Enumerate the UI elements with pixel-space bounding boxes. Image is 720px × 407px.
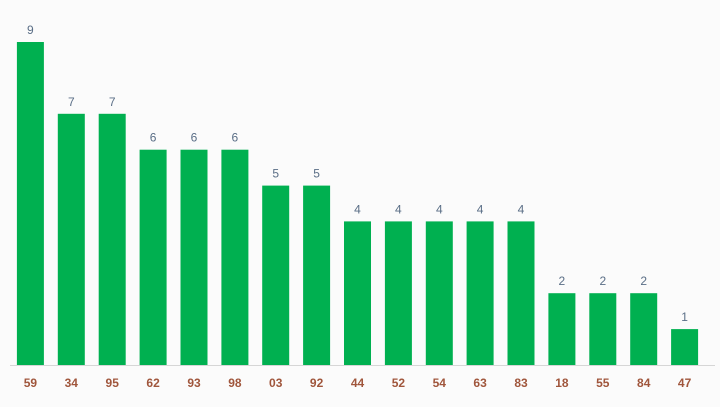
value-label-93: 6 (191, 131, 198, 145)
bar-83 (507, 221, 535, 365)
bar-98 (221, 149, 249, 365)
bar-55 (589, 293, 617, 365)
category-label-34: 34 (65, 376, 79, 390)
bar-63 (466, 221, 494, 365)
category-label-62: 62 (146, 376, 160, 390)
category-label-84: 84 (637, 376, 651, 390)
value-label-34: 7 (68, 95, 75, 109)
category-label-95: 95 (106, 376, 120, 390)
value-label-59: 9 (27, 23, 34, 37)
bar-92 (303, 185, 331, 365)
value-label-98: 6 (232, 131, 239, 145)
bar-03 (262, 185, 290, 365)
category-label-52: 52 (392, 376, 406, 390)
value-label-52: 4 (395, 202, 402, 216)
category-label-93: 93 (187, 376, 201, 390)
value-label-83: 4 (518, 202, 525, 216)
category-label-59: 59 (24, 376, 38, 390)
category-label-83: 83 (514, 376, 528, 390)
category-label-03: 03 (269, 376, 283, 390)
value-label-92: 5 (313, 167, 320, 181)
bar-59 (16, 42, 44, 365)
category-label-98: 98 (228, 376, 242, 390)
category-label-63: 63 (473, 376, 487, 390)
category-labels-layer: 59 34 95 62 93 98 03 92 44 52 54 63 83 18 55 84 47 (24, 376, 692, 390)
value-label-63: 4 (477, 202, 484, 216)
value-label-54: 4 (436, 202, 443, 216)
value-label-47: 1 (681, 310, 688, 324)
bar-84 (630, 293, 658, 365)
value-label-55: 2 (599, 274, 606, 288)
bar-52 (384, 221, 412, 365)
value-label-62: 6 (150, 131, 157, 145)
value-label-84: 2 (640, 274, 647, 288)
category-label-44: 44 (351, 376, 365, 390)
category-label-18: 18 (555, 376, 569, 390)
bar-44 (344, 221, 371, 365)
bar-18 (548, 293, 576, 365)
category-label-47: 47 (678, 376, 692, 390)
value-label-18: 2 (559, 274, 566, 288)
bar-95 (98, 113, 126, 365)
bar-34 (57, 113, 85, 365)
bar-47 (671, 329, 699, 365)
bar-93 (180, 149, 208, 365)
value-labels-layer: 9 7 7 6 6 6 5 5 4 4 4 4 4 2 2 2 1 (27, 23, 688, 324)
value-label-95: 7 (109, 95, 116, 109)
category-label-54: 54 (433, 376, 447, 390)
bar-62 (139, 149, 167, 365)
value-label-03: 5 (272, 167, 279, 181)
category-label-92: 92 (310, 376, 324, 390)
value-label-44: 4 (354, 202, 361, 216)
category-label-55: 55 (596, 376, 610, 390)
bar-54 (425, 221, 453, 365)
bars-layer (16, 42, 699, 365)
